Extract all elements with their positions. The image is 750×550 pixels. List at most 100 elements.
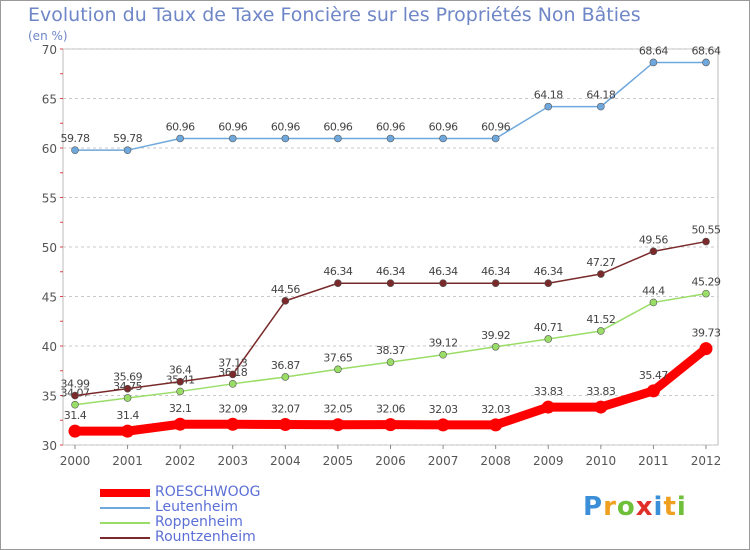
data-label: 64.18 <box>534 89 563 102</box>
data-label: 32.05 <box>323 403 352 416</box>
data-label: 33.83 <box>534 385 563 398</box>
x-tick-label: 2010 <box>586 454 617 468</box>
data-point <box>121 424 135 438</box>
data-point <box>334 365 342 374</box>
legend-swatch <box>100 507 150 509</box>
data-label: 60.96 <box>481 120 510 133</box>
logo-letter: r <box>603 492 617 522</box>
x-tick-label: 2008 <box>480 454 511 468</box>
data-label: 59.78 <box>113 132 142 145</box>
data-point <box>386 279 395 288</box>
data-point <box>176 387 184 396</box>
data-point <box>71 146 79 154</box>
x-tick-label: 2004 <box>270 454 301 468</box>
data-point <box>489 418 503 432</box>
data-point <box>334 279 342 288</box>
proxiti-logo: Proxiti <box>583 492 687 522</box>
data-label: 49.56 <box>639 233 668 246</box>
data-point <box>71 400 79 409</box>
data-label: 39.92 <box>481 329 510 342</box>
y-tick-label: 60 <box>42 142 57 156</box>
data-label: 50.55 <box>692 224 721 237</box>
data-point <box>597 327 605 335</box>
data-label: 39.73 <box>692 327 721 340</box>
y-tick-label: 55 <box>42 192 57 206</box>
data-point <box>228 134 237 143</box>
data-point <box>702 58 710 67</box>
logo-letter: P <box>583 492 604 522</box>
data-point <box>123 146 132 154</box>
data-label: 44.4 <box>642 284 665 297</box>
data-label: 32.03 <box>429 403 458 416</box>
data-label: 41.52 <box>586 313 615 326</box>
legend-swatch <box>100 522 150 524</box>
logo-letter: x <box>635 492 654 522</box>
data-label: 44.56 <box>271 283 300 296</box>
x-tick-label: 2006 <box>375 454 406 468</box>
data-label: 34.99 <box>61 378 90 391</box>
x-tick-label: 2002 <box>165 454 196 468</box>
data-label: 60.96 <box>323 120 352 133</box>
data-point <box>597 270 605 278</box>
data-point <box>699 342 713 356</box>
data-point <box>281 373 290 381</box>
data-label: 68.64 <box>639 44 668 57</box>
data-point <box>173 417 187 431</box>
data-point <box>702 289 710 298</box>
legend-label: Roppenheim <box>155 514 243 530</box>
data-point <box>544 279 553 288</box>
data-point <box>331 418 345 432</box>
data-point <box>123 384 132 393</box>
x-tick-label: 2012 <box>691 454 722 468</box>
data-point <box>491 134 500 143</box>
data-point <box>278 418 292 432</box>
data-label: 46.34 <box>323 265 352 278</box>
y-tick-label: 50 <box>42 241 57 255</box>
data-label: 37.13 <box>218 356 247 369</box>
data-point <box>439 279 447 288</box>
data-label: 60.96 <box>218 120 247 133</box>
data-point <box>436 418 450 432</box>
data-label: 45.29 <box>692 276 721 289</box>
data-point <box>334 134 342 143</box>
y-tick-label: 70 <box>42 43 57 57</box>
data-label: 46.34 <box>376 265 405 278</box>
data-label: 60.96 <box>376 120 405 133</box>
y-tick-label: 45 <box>42 291 57 305</box>
legend-label: ROESCHWOOG <box>155 484 261 500</box>
data-point <box>649 58 658 67</box>
y-tick-label: 35 <box>42 390 57 404</box>
legend-swatch <box>100 489 150 497</box>
data-label: 68.64 <box>692 44 721 57</box>
data-point <box>439 350 447 359</box>
data-label: 35.47 <box>639 369 668 382</box>
data-point <box>281 134 290 143</box>
data-label: 47.27 <box>586 256 615 269</box>
data-label: 32.03 <box>481 403 510 416</box>
data-label: 60.96 <box>166 120 195 133</box>
x-tick-label: 2005 <box>323 454 354 468</box>
data-label: 38.37 <box>376 344 405 357</box>
data-label: 32.09 <box>218 402 247 415</box>
data-point <box>123 394 132 402</box>
data-label: 32.07 <box>271 403 300 416</box>
chart-title: Evolution du Taux de Taxe Foncière sur l… <box>28 4 641 26</box>
x-tick-label: 2000 <box>60 454 91 468</box>
data-point <box>228 380 237 388</box>
data-point <box>649 298 658 307</box>
data-point <box>649 247 658 256</box>
data-point <box>228 370 237 379</box>
data-point <box>68 424 82 438</box>
data-point <box>544 335 553 343</box>
data-label: 33.83 <box>586 385 615 398</box>
x-tick-label: 2009 <box>533 454 564 468</box>
data-point <box>176 134 184 143</box>
data-point <box>541 400 555 414</box>
data-point <box>594 400 608 414</box>
data-label: 32.1 <box>169 402 192 415</box>
legend-label: Rountzenheim <box>155 529 256 545</box>
data-label: 32.06 <box>376 403 405 416</box>
data-point <box>176 377 184 386</box>
